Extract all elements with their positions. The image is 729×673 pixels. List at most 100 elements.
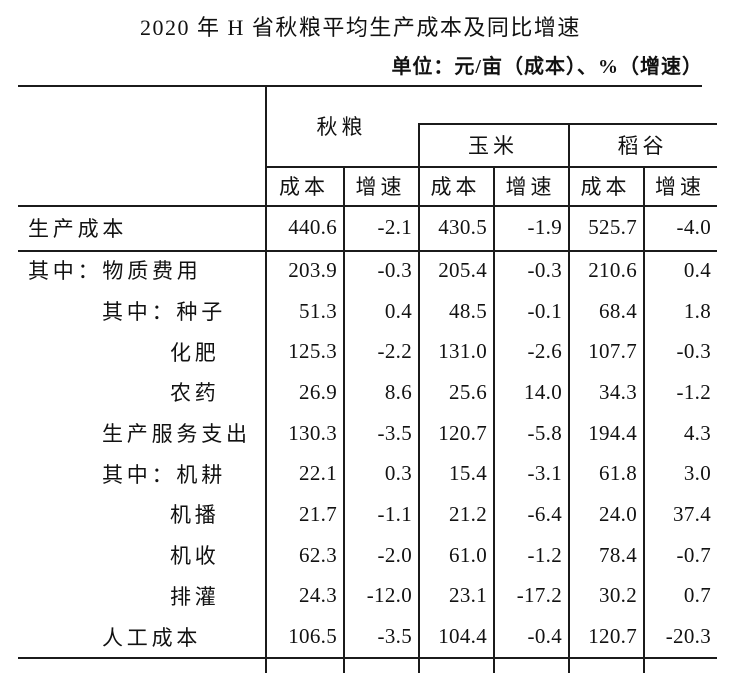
table-cell: -5.8: [527, 420, 562, 445]
row-label: 其中：机耕: [102, 462, 226, 487]
table-cell: 210.6: [588, 257, 637, 282]
column-divider: [265, 85, 267, 673]
table-cell: 0.4: [384, 298, 412, 323]
table-cell: 78.4: [599, 542, 637, 567]
row-label: 生产服务支出: [102, 422, 251, 447]
table-cell: 68.4: [599, 298, 637, 323]
table-cell: 0.4: [683, 257, 711, 282]
divider: [18, 657, 717, 659]
table-cell: 8.6: [384, 379, 412, 404]
row-label: 农药: [170, 381, 220, 406]
col-header-cost: 成本: [580, 174, 631, 199]
table-cell: 22.1: [299, 461, 337, 486]
table-cell: -0.7: [676, 542, 711, 567]
table-cell: 62.3: [299, 542, 337, 567]
col-header-growth: 增速: [505, 174, 556, 199]
col-header-growth: 增速: [655, 174, 705, 199]
col-header-cost: 成本: [430, 174, 481, 199]
table-cell: -1.1: [377, 501, 412, 526]
table-cell: 125.3: [288, 339, 337, 364]
row-label: 其中：种子: [102, 300, 226, 325]
table-cell: 61.0: [449, 542, 487, 567]
table-cell: 51.3: [299, 298, 337, 323]
column-divider: [568, 123, 570, 673]
unit-note: 单位：元/亩（成本）、%（增速）: [391, 56, 703, 78]
row-label: 机收: [170, 544, 220, 569]
table-title: 2020 年 H 省秋粮平均生产成本及同比增速: [140, 15, 581, 40]
table-cell: 131.0: [438, 339, 487, 364]
table-cell: 15.4: [449, 461, 487, 486]
table-cell: 3.0: [683, 461, 711, 486]
column-divider: [643, 166, 645, 673]
table-cell: -3.1: [527, 461, 562, 486]
table-cell: 26.9: [299, 379, 337, 404]
table-cell: 25.6: [449, 379, 487, 404]
table-cell: -2.2: [377, 339, 412, 364]
table-cell: 61.8: [599, 461, 637, 486]
table-cell: 24.3: [299, 583, 337, 608]
cost-table: 秋粮 玉米 稻谷 成本 增速 成本 增速 成本 增速 生产成本 440.6 -2…: [18, 85, 717, 673]
col-group-autumn-grain: 秋粮: [316, 114, 367, 139]
row-label: 其中：物质费用: [28, 259, 202, 284]
table-cell: -0.3: [527, 257, 562, 282]
row-label: 排灌: [170, 584, 220, 609]
row-label: 机播: [170, 503, 220, 528]
table-cell: 30.2: [599, 583, 637, 608]
table-cell: 21.7: [299, 501, 337, 526]
table-cell: 205.4: [438, 257, 487, 282]
table-cell: -2.1: [377, 215, 412, 239]
table-cell: 48.5: [449, 298, 487, 323]
table-cell: 106.5: [288, 624, 337, 649]
row-label: 人工成本: [102, 625, 202, 650]
col-group-corn: 玉米: [468, 133, 518, 158]
table-cell: -0.3: [377, 257, 412, 282]
column-divider: [418, 123, 420, 673]
table-cell: 37.4: [673, 501, 711, 526]
table-cell: 194.4: [588, 420, 637, 445]
table-cell: 525.7: [588, 215, 637, 239]
table-cell: -4.0: [676, 215, 711, 239]
divider: [418, 123, 717, 125]
table-cell: -3.5: [377, 420, 412, 445]
row-label: 化肥: [170, 340, 220, 365]
table-cell: -1.9: [527, 215, 562, 239]
header-bottom-border: [18, 205, 717, 207]
table-cell: 0.3: [384, 461, 412, 486]
table-cell: -20.3: [665, 624, 711, 649]
table-cell: -1.2: [527, 542, 562, 567]
table-cell: 0.7: [683, 583, 711, 608]
divider: [265, 166, 717, 168]
col-header-growth: 增速: [355, 174, 406, 199]
table-cell: -2.0: [377, 542, 412, 567]
table-cell: 104.4: [438, 624, 487, 649]
table-cell: 1.8: [683, 298, 711, 323]
table-cell: 14.0: [524, 379, 562, 404]
table-cell: -12.0: [366, 583, 412, 608]
table-cell: 21.2: [449, 501, 487, 526]
table-cell: -0.1: [527, 298, 562, 323]
table-cell: 120.7: [438, 420, 487, 445]
table-cell: -3.5: [377, 624, 412, 649]
table-cell: 120.7: [588, 624, 637, 649]
table-cell: -0.4: [527, 624, 562, 649]
table-cell: 24.0: [599, 501, 637, 526]
table-cell: -6.4: [527, 501, 562, 526]
table-cell: 130.3: [288, 420, 337, 445]
column-divider: [493, 166, 495, 673]
table-cell: 430.5: [438, 215, 487, 239]
table-cell: -17.2: [516, 583, 562, 608]
table-top-border: [18, 85, 702, 87]
column-divider: [343, 166, 345, 673]
table-cell: -1.2: [676, 379, 711, 404]
col-header-cost: 成本: [279, 174, 329, 199]
table-cell: 4.3: [683, 420, 711, 445]
row-label: 生产成本: [28, 216, 128, 241]
table-cell: 107.7: [588, 339, 637, 364]
table-cell: -0.3: [676, 339, 711, 364]
table-cell: -2.6: [527, 339, 562, 364]
table-cell: 34.3: [599, 379, 637, 404]
table-cell: 23.1: [449, 583, 487, 608]
col-group-rice: 稻谷: [617, 133, 668, 158]
table-cell: 440.6: [288, 215, 337, 239]
